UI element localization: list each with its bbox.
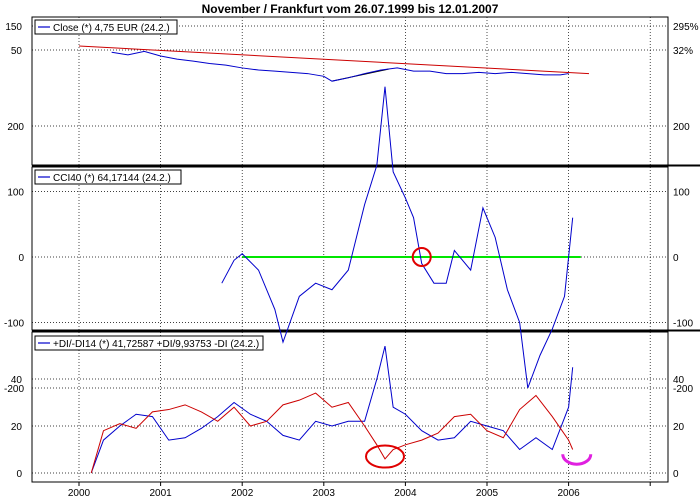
y-tick-label-right: 32% bbox=[673, 46, 693, 57]
price-legend: Close (*) 4,75 EUR (24.2.) bbox=[34, 19, 178, 35]
price-panel-frame bbox=[31, 16, 669, 166]
x-tick-label: 2003 bbox=[313, 488, 336, 499]
y-tick-label-right: 20 bbox=[673, 422, 685, 433]
price-trendline bbox=[78, 45, 590, 75]
plus-di-line bbox=[90, 345, 574, 474]
dmi-panel-frame bbox=[31, 331, 669, 483]
y-tick-label: 40 bbox=[11, 375, 23, 386]
dmi-legend-text: +DI/-DI14 (*) 41,72587 +DI/9,93753 -DI (… bbox=[53, 339, 259, 350]
x-tick-label: 2002 bbox=[231, 488, 254, 499]
y-tick-label: 50 bbox=[11, 46, 23, 57]
y-tick-label-right: 200 bbox=[673, 122, 690, 133]
y-tick-label-right: 0 bbox=[673, 469, 679, 480]
x-tick-label: 2000 bbox=[68, 488, 91, 499]
y-tick-label: 100 bbox=[7, 188, 24, 199]
y-tick-label: 150 bbox=[5, 22, 22, 33]
y-tick-label-right: 100 bbox=[673, 188, 690, 199]
y-tick-label: 0 bbox=[16, 469, 22, 480]
x-tick-label: 2005 bbox=[476, 488, 499, 499]
y-tick-label: -200 bbox=[4, 384, 24, 395]
cci-line bbox=[221, 86, 574, 389]
y-tick-label: 20 bbox=[11, 422, 23, 433]
y-tick-label: -100 bbox=[4, 319, 24, 330]
y-tick-label: 0 bbox=[18, 253, 24, 264]
dmi-marker-ellipse bbox=[365, 444, 405, 469]
cci-legend: CCI40 (*) 64,17144 (24.2.) bbox=[34, 169, 182, 185]
dmi-legend: +DI/-DI14 (*) 41,72587 +DI/9,93753 -DI (… bbox=[34, 335, 264, 351]
price-line bbox=[111, 50, 569, 82]
price-legend-text: Close (*) 4,75 EUR (24.2.) bbox=[53, 23, 170, 34]
y-tick-label: 200 bbox=[7, 122, 24, 133]
chart-marks bbox=[78, 45, 593, 474]
y-tick-label-right: -100 bbox=[673, 319, 693, 330]
x-tick-label: 2004 bbox=[394, 488, 417, 499]
chart-title: November / Frankfurt vom 26.07.1999 bis … bbox=[202, 2, 499, 16]
y-tick-label-right: 295% bbox=[673, 22, 699, 33]
y-tick-label-right: -200 bbox=[673, 384, 693, 395]
y-tick-label-right: 0 bbox=[673, 253, 679, 264]
dmi-marker-arc bbox=[561, 454, 593, 466]
x-tick-label: 2006 bbox=[557, 488, 580, 499]
minus-di-line bbox=[90, 392, 574, 474]
cci-marker-circle bbox=[411, 247, 432, 267]
cci-legend-text: CCI40 (*) 64,17144 (24.2.) bbox=[53, 173, 171, 184]
y-tick-label-right: 40 bbox=[673, 375, 685, 386]
x-tick-label: 2001 bbox=[149, 488, 172, 499]
